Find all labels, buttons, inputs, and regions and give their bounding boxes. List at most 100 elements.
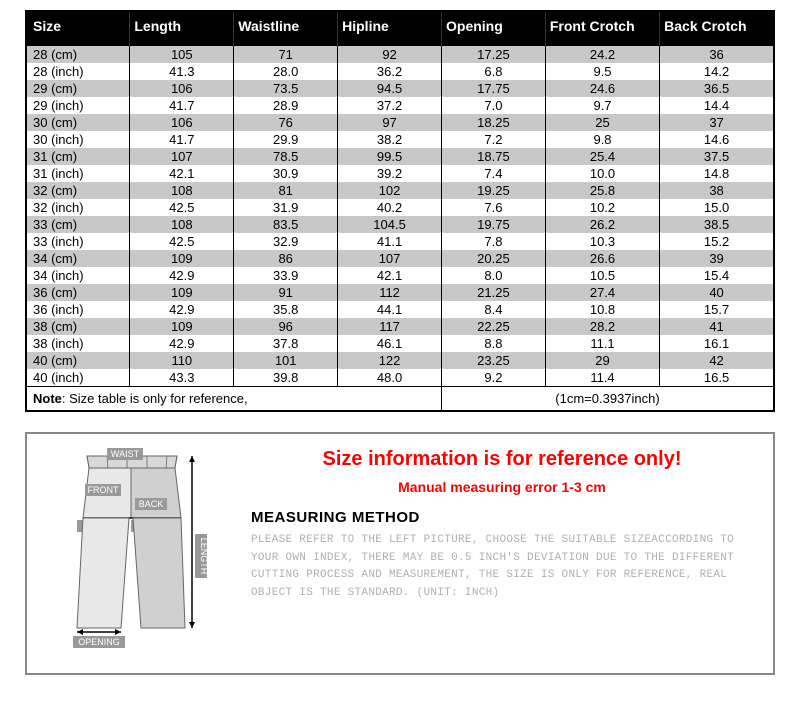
col-length: Length <box>130 11 234 46</box>
cell-bc: 38 <box>660 182 774 199</box>
cell-size: 40 (cm) <box>26 352 130 369</box>
cell-hip: 94.5 <box>338 80 442 97</box>
cell-hip: 99.5 <box>338 148 442 165</box>
cell-waist: 81 <box>234 182 338 199</box>
cell-open: 22.25 <box>442 318 546 335</box>
cell-fc: 11.1 <box>545 335 659 352</box>
cell-bc: 38.5 <box>660 216 774 233</box>
cell-waist: 28.0 <box>234 63 338 80</box>
cell-hip: 122 <box>338 352 442 369</box>
cell-size: 36 (inch) <box>26 301 130 318</box>
cell-len: 42.9 <box>130 267 234 284</box>
cell-fc: 10.0 <box>545 165 659 182</box>
table-row: 38 (inch)42.937.846.18.811.116.1 <box>26 335 774 352</box>
note-row: Note: Size table is only for reference, … <box>26 387 774 412</box>
cell-bc: 41 <box>660 318 774 335</box>
cell-hip: 41.1 <box>338 233 442 250</box>
cell-fc: 24.6 <box>545 80 659 97</box>
cell-fc: 25.4 <box>545 148 659 165</box>
cell-hip: 42.1 <box>338 267 442 284</box>
cell-hip: 92 <box>338 46 442 63</box>
cell-len: 41.3 <box>130 63 234 80</box>
note-label: Note <box>33 391 62 406</box>
cell-waist: 35.8 <box>234 301 338 318</box>
table-row: 34 (cm)1098610720.2526.639 <box>26 250 774 267</box>
cell-open: 18.25 <box>442 114 546 131</box>
cell-size: 38 (inch) <box>26 335 130 352</box>
svg-text:OPENING: OPENING <box>78 637 120 647</box>
table-row: 36 (inch)42.935.844.18.410.815.7 <box>26 301 774 318</box>
cell-len: 41.7 <box>130 131 234 148</box>
col-size: Size <box>26 11 130 46</box>
table-row: 29 (cm)10673.594.517.7524.636.5 <box>26 80 774 97</box>
table-row: 32 (cm)1088110219.2525.838 <box>26 182 774 199</box>
cell-size: 30 (inch) <box>26 131 130 148</box>
info-headline: Size information is for reference only! <box>251 448 753 471</box>
cell-open: 20.25 <box>442 250 546 267</box>
table-row: 40 (inch)43.339.848.09.211.416.5 <box>26 369 774 387</box>
cell-hip: 102 <box>338 182 442 199</box>
cell-waist: 101 <box>234 352 338 369</box>
cell-waist: 91 <box>234 284 338 301</box>
cell-size: 31 (inch) <box>26 165 130 182</box>
cell-size: 29 (inch) <box>26 97 130 114</box>
method-title: MEASURING METHOD <box>251 509 753 526</box>
cell-len: 108 <box>130 216 234 233</box>
cell-len: 106 <box>130 114 234 131</box>
table-row: 34 (inch)42.933.942.18.010.515.4 <box>26 267 774 284</box>
cell-open: 6.8 <box>442 63 546 80</box>
cell-fc: 26.2 <box>545 216 659 233</box>
cell-open: 18.75 <box>442 148 546 165</box>
cell-size: 28 (cm) <box>26 46 130 63</box>
table-row: 40 (cm)11010112223.252942 <box>26 352 774 369</box>
info-panel: WAIST FRONT BACK HIP THIGH LEN <box>25 432 775 675</box>
cell-waist: 86 <box>234 250 338 267</box>
info-subhead: Manual measuring error 1-3 cm <box>251 479 753 495</box>
cell-open: 8.0 <box>442 267 546 284</box>
cell-open: 23.25 <box>442 352 546 369</box>
cell-hip: 112 <box>338 284 442 301</box>
cell-len: 109 <box>130 318 234 335</box>
cell-size: 34 (cm) <box>26 250 130 267</box>
cell-fc: 9.7 <box>545 97 659 114</box>
cell-open: 7.8 <box>442 233 546 250</box>
cell-hip: 37.2 <box>338 97 442 114</box>
cell-waist: 96 <box>234 318 338 335</box>
cell-bc: 16.1 <box>660 335 774 352</box>
table-body: 28 (cm)105719217.2524.23628 (inch)41.328… <box>26 46 774 387</box>
cell-len: 108 <box>130 182 234 199</box>
cell-len: 109 <box>130 250 234 267</box>
cell-fc: 11.4 <box>545 369 659 387</box>
table-row: 28 (inch)41.328.036.26.89.514.2 <box>26 63 774 80</box>
cell-hip: 97 <box>338 114 442 131</box>
col-front-crotch: Front Crotch <box>545 11 659 46</box>
cell-fc: 26.6 <box>545 250 659 267</box>
cell-open: 17.75 <box>442 80 546 97</box>
cell-size: 32 (inch) <box>26 199 130 216</box>
cell-size: 33 (cm) <box>26 216 130 233</box>
cell-len: 43.3 <box>130 369 234 387</box>
table-row: 36 (cm)1099111221.2527.440 <box>26 284 774 301</box>
cell-bc: 14.4 <box>660 97 774 114</box>
cell-open: 7.0 <box>442 97 546 114</box>
cell-hip: 46.1 <box>338 335 442 352</box>
cell-fc: 25 <box>545 114 659 131</box>
cell-size: 32 (cm) <box>26 182 130 199</box>
cell-waist: 71 <box>234 46 338 63</box>
cell-size: 34 (inch) <box>26 267 130 284</box>
cell-hip: 38.2 <box>338 131 442 148</box>
table-header: Size Length Waistline Hipline Opening Fr… <box>26 11 774 46</box>
cell-size: 28 (inch) <box>26 63 130 80</box>
table-row: 31 (inch)42.130.939.27.410.014.8 <box>26 165 774 182</box>
cell-bc: 36 <box>660 46 774 63</box>
cell-size: 30 (cm) <box>26 114 130 131</box>
cell-open: 7.6 <box>442 199 546 216</box>
col-waistline: Waistline <box>234 11 338 46</box>
cell-waist: 32.9 <box>234 233 338 250</box>
cell-waist: 29.9 <box>234 131 338 148</box>
cell-waist: 73.5 <box>234 80 338 97</box>
cell-open: 9.2 <box>442 369 546 387</box>
table-row: 33 (inch)42.532.941.17.810.315.2 <box>26 233 774 250</box>
table-row: 29 (inch)41.728.937.27.09.714.4 <box>26 97 774 114</box>
cell-waist: 30.9 <box>234 165 338 182</box>
